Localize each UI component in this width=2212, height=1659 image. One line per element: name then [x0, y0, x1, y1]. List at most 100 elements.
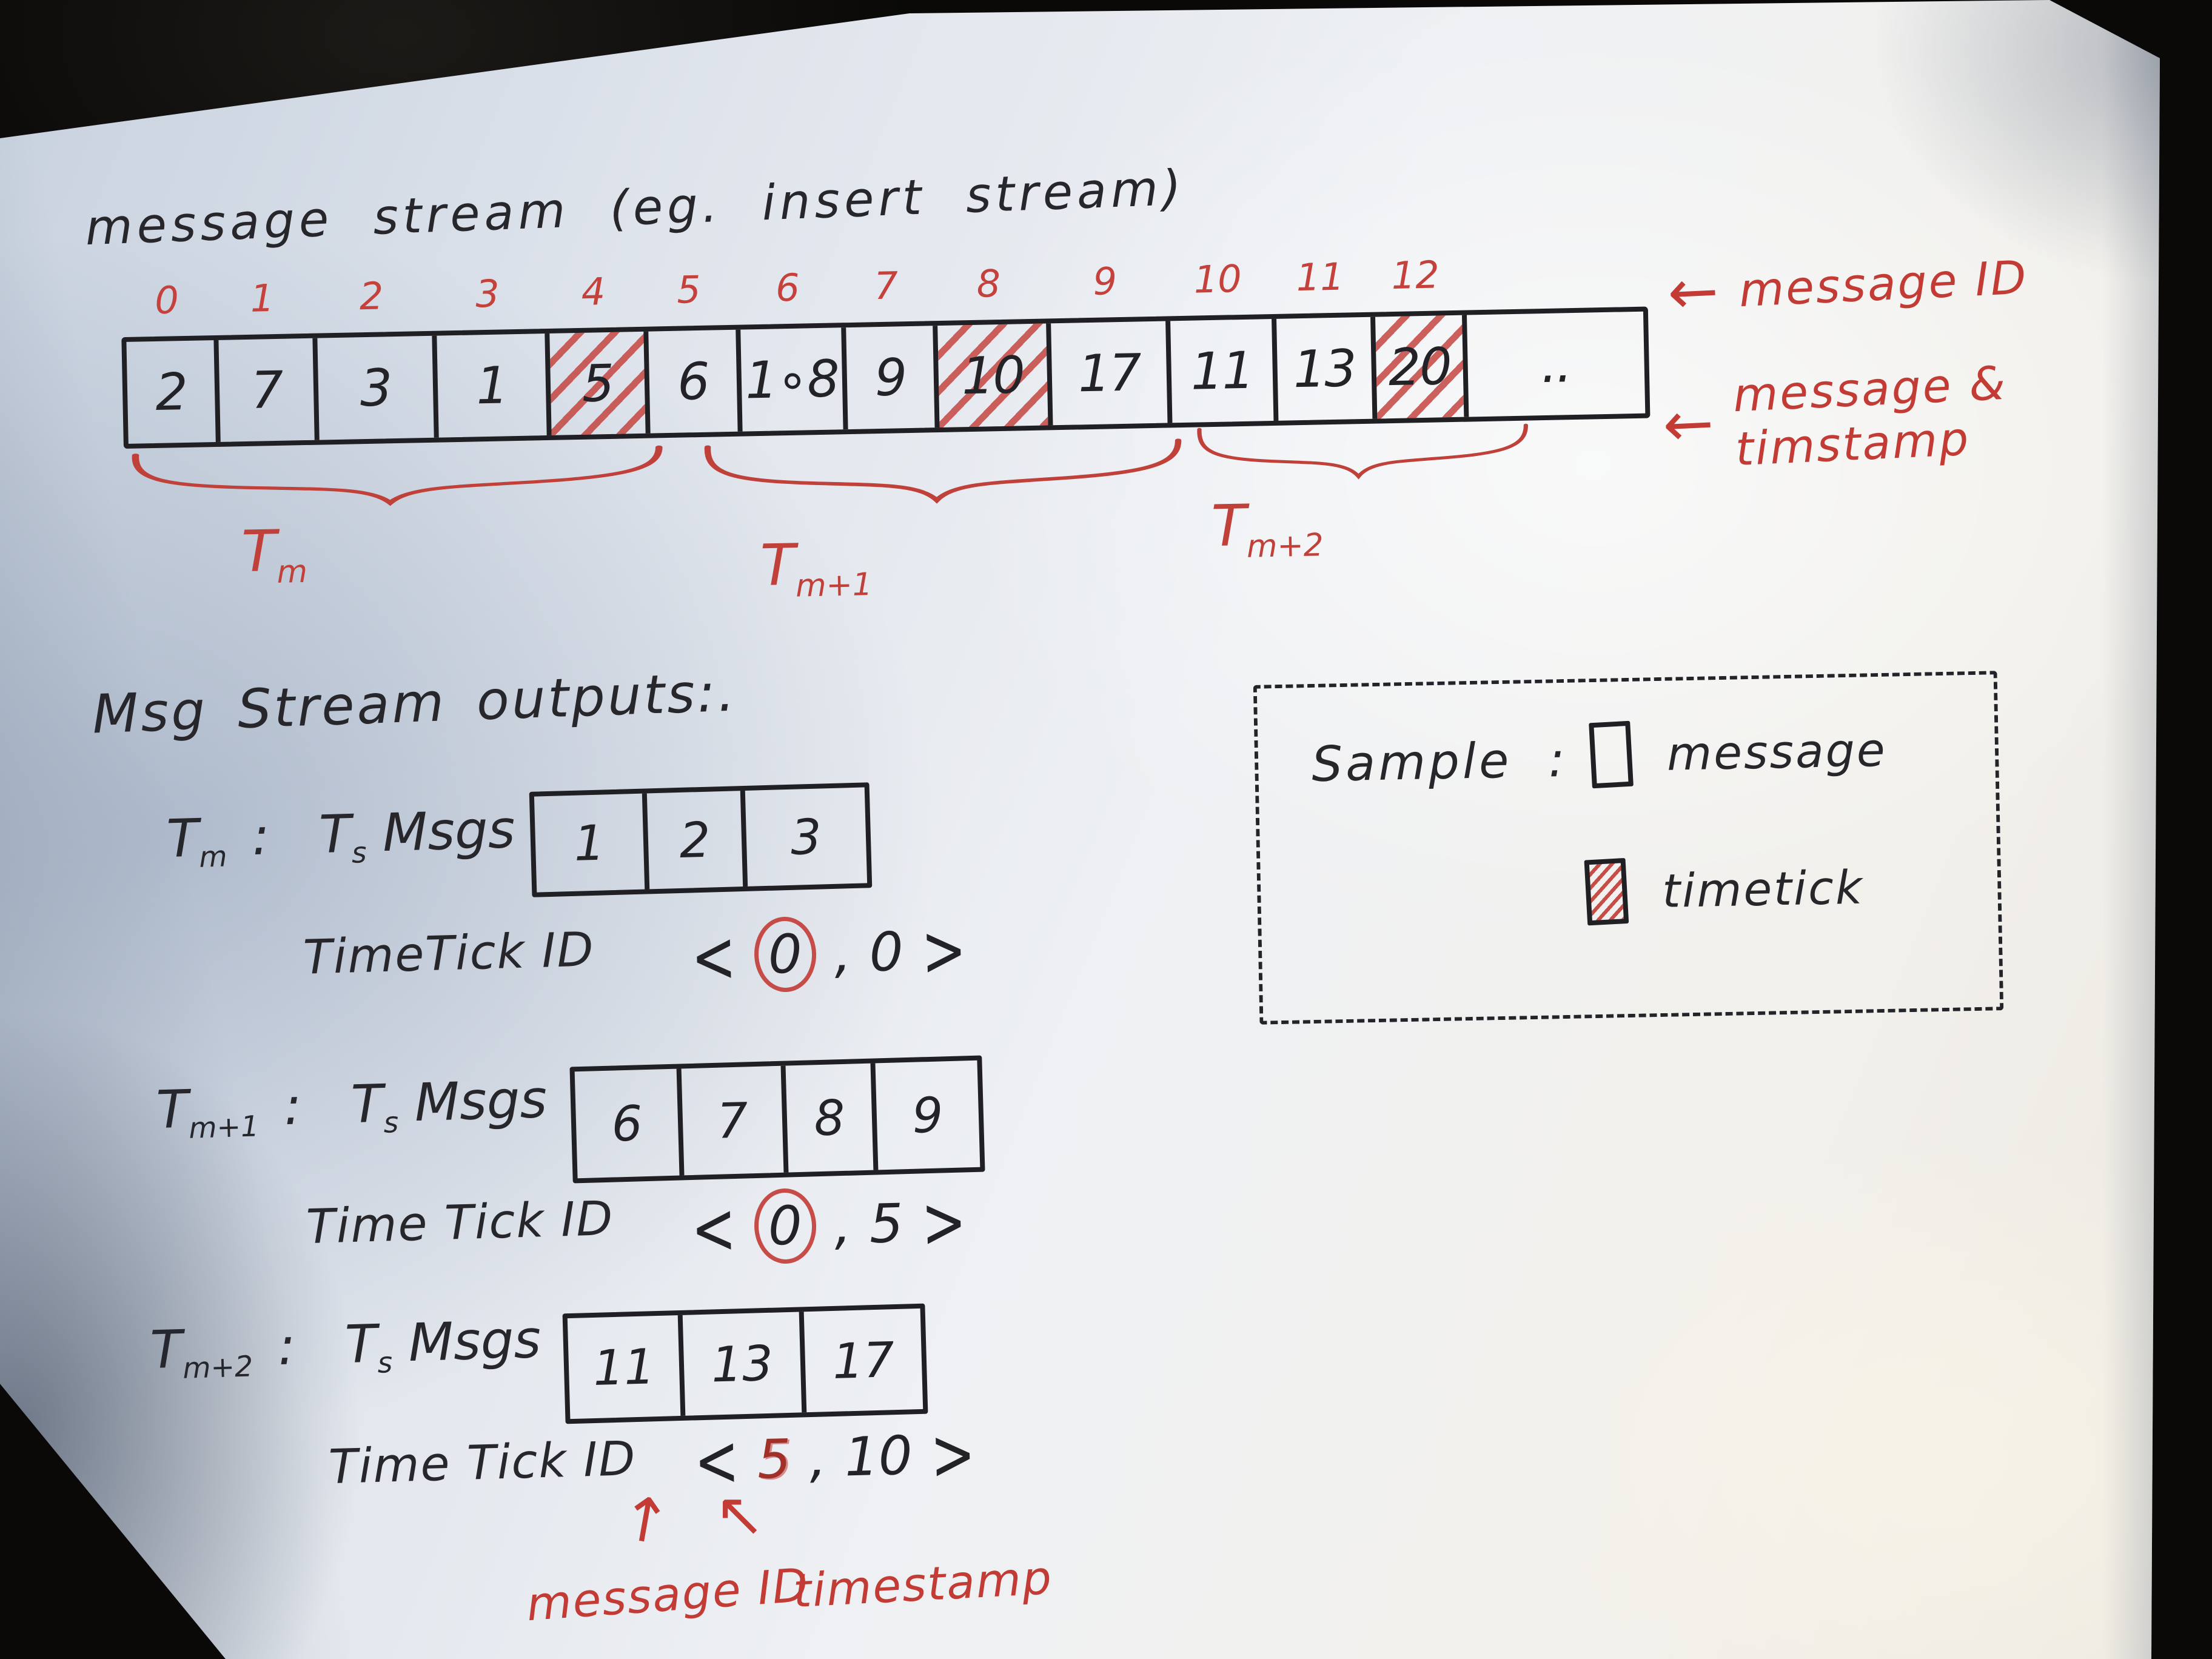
angle-open: < [690, 1185, 737, 1271]
up-left-arrow-icon: ↖ [714, 1479, 765, 1550]
msgs-cell: 2 [646, 790, 748, 890]
cell-value: 20 [1387, 337, 1452, 398]
output-row-label: Tm+1 : Ts Msgs [156, 1069, 548, 1146]
index-label: 10 [1193, 256, 1242, 302]
cell-value: 11 [1190, 340, 1254, 401]
msgs-cell: 3 [789, 808, 823, 866]
cell-value: 1 [475, 355, 508, 416]
index-label: 6 [775, 265, 800, 310]
index-label-empty [1461, 249, 1638, 297]
stream-cell: 17 [1051, 321, 1173, 426]
msgs-box-tm1: 6 7 8 9 [569, 1055, 985, 1184]
stream-cell-timetick: 10 [937, 323, 1053, 428]
cell-value: 9 [874, 347, 907, 408]
tick-timestamp: 5 [868, 1191, 905, 1255]
output-row-label: Tm+2 : Ts Msgs [150, 1309, 542, 1386]
window-label-base: T [759, 532, 796, 600]
angle-close: > [920, 1179, 968, 1265]
cell-value: 6 [677, 351, 709, 412]
output-row-label: Tm : Ts Msgs [166, 799, 516, 875]
msgs-label: Ts Msgs [318, 799, 516, 870]
cell-value: 1∘8 [745, 349, 839, 411]
cell-value: .. [1540, 334, 1572, 395]
cell-value: 7 [250, 360, 283, 420]
msgs-cell: 7 [681, 1065, 789, 1176]
index-label: 3 [475, 271, 500, 317]
stream-cell: 9 [846, 326, 940, 430]
msgs-label: Ts Msgs [344, 1309, 542, 1380]
sample-legend-box: Sample : message timetick [1253, 671, 2004, 1025]
msgs-box-tm2: 11 13 17 [562, 1303, 928, 1424]
stream-cell: 6 [648, 329, 743, 434]
msgs-box-tm: 1 2 3 [529, 782, 873, 897]
window-ref: Tm+2 [149, 1319, 253, 1386]
angle-open: < [690, 913, 737, 999]
comma: , [833, 921, 853, 985]
tick-value-tm: < 0 , 0 > [690, 907, 967, 999]
output-row-tm: Tm : Ts Msgs [166, 799, 516, 875]
brace-window-tm2 [1197, 423, 1528, 480]
window-ref: Tm [166, 808, 228, 874]
msgs-cell: 1 [534, 793, 650, 893]
stream-cell-timetick: 5 [549, 331, 651, 435]
index-label: 12 [1390, 252, 1440, 298]
angle-close: > [920, 907, 968, 993]
index-label: 2 [359, 273, 384, 319]
annotation-text: message ID [1737, 250, 2029, 317]
cell-value: 13 [1292, 338, 1356, 400]
msgs-cell: 17 [831, 1331, 896, 1390]
legend-item-label: timetick [1661, 860, 1865, 918]
legend-title: Sample : [1311, 731, 1569, 793]
tick-message-id: 0 [753, 916, 817, 993]
stream-cell: 11 [1170, 318, 1279, 423]
angle-close: > [929, 1411, 977, 1497]
stream-cell-timetick: 20 [1375, 315, 1469, 419]
cell-value: 3 [359, 358, 392, 418]
message-symbol [1589, 720, 1634, 789]
index-label: 5 [676, 267, 702, 312]
colon: : [283, 1076, 303, 1138]
window-label-sub: m [276, 553, 308, 591]
window-ref: Tm+1 [155, 1079, 260, 1145]
annotation-text: message & timstamp [1732, 355, 2008, 477]
cell-value: 2 [155, 361, 187, 422]
timetick-symbol [1584, 857, 1629, 926]
index-label: 4 [580, 269, 606, 314]
stream-cell-ellipsis: .. [1467, 312, 1645, 417]
tick-timestamp: 0 [868, 920, 905, 984]
index-label: 0 [154, 278, 179, 323]
window-label-tm2: Tm+2 [1211, 491, 1324, 565]
msgs-cell: 13 [682, 1312, 807, 1416]
stream-cell: 1∘8 [740, 327, 848, 432]
brace-window-tm1 [704, 438, 1182, 504]
tick-timestamp: 10 [843, 1424, 914, 1489]
index-label: 11 [1296, 254, 1345, 300]
window-label-base: T [1210, 492, 1247, 560]
brace-window-tm [132, 445, 663, 506]
index-label: 8 [976, 261, 1001, 306]
window-label-sub: m+1 [795, 566, 873, 605]
colon: : [251, 806, 270, 868]
window-label-tm: Tm [241, 518, 307, 591]
msgs-label: Ts Msgs [350, 1069, 548, 1140]
stream-cell: 2 [126, 340, 221, 444]
stream-cell: 3 [317, 335, 439, 440]
left-arrow-icon: ← [1661, 387, 1715, 461]
cell-value: 5 [581, 353, 614, 414]
msgs-cell: 8 [785, 1063, 879, 1173]
window-label-tm1: Tm+1 [760, 531, 873, 605]
msgs-cell: 6 [574, 1068, 685, 1179]
message-stream-diagram: 0 1 2 3 4 5 6 7 8 9 10 11 12 2 7 3 1 5 6… [120, 248, 1685, 922]
tick-label-tm2: Time Tick ID [327, 1431, 637, 1495]
left-arrow-icon: ← [1666, 255, 1720, 329]
comma: , [808, 1426, 828, 1490]
tick-value-tm1: < 0 , 5 > [690, 1179, 967, 1271]
msgs-cell: 9 [911, 1086, 944, 1144]
tick-label-tm: TimeTick ID [302, 922, 595, 985]
index-label: 7 [873, 263, 899, 309]
tick-message-id: 0 [753, 1187, 817, 1265]
tick-label-tm1: Time Tick ID [305, 1191, 615, 1255]
index-label: 1 [250, 276, 275, 321]
